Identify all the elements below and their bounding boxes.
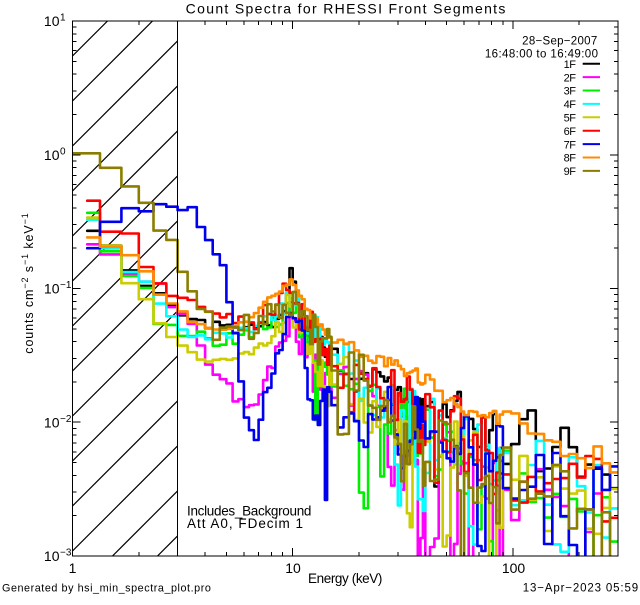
svg-text:13−Apr−2023 05:59: 13−Apr−2023 05:59 bbox=[523, 583, 639, 595]
svg-text:10: 10 bbox=[44, 13, 60, 29]
svg-text:10: 10 bbox=[44, 548, 60, 564]
svg-text:3F: 3F bbox=[564, 86, 577, 98]
svg-text:9F: 9F bbox=[564, 166, 577, 178]
svg-text:10: 10 bbox=[44, 147, 60, 163]
svg-text:10: 10 bbox=[44, 414, 60, 430]
svg-text:28−Sep−2007: 28−Sep−2007 bbox=[522, 35, 597, 47]
svg-text:1F: 1F bbox=[564, 59, 577, 71]
svg-text:Energy (keV): Energy (keV) bbox=[308, 571, 382, 586]
svg-text:−2: −2 bbox=[60, 414, 72, 425]
svg-text:4F: 4F bbox=[564, 99, 577, 111]
svg-text:−1: −1 bbox=[60, 280, 72, 291]
svg-text:1: 1 bbox=[60, 13, 66, 24]
svg-text:Generated by hsi_min_spectra_p: Generated by hsi_min_spectra_plot.pro bbox=[2, 583, 211, 595]
svg-text:5F: 5F bbox=[564, 113, 577, 125]
svg-text:0: 0 bbox=[60, 146, 66, 157]
svg-text:−3: −3 bbox=[60, 548, 72, 559]
svg-text:16:48:00 to 16:49:00: 16:48:00 to 16:49:00 bbox=[485, 48, 599, 60]
svg-text:100: 100 bbox=[502, 560, 526, 576]
svg-text:8F: 8F bbox=[564, 153, 577, 165]
svg-text:2F: 2F bbox=[564, 72, 577, 84]
svg-text:6F: 6F bbox=[564, 126, 577, 138]
svg-text:7F: 7F bbox=[564, 139, 577, 151]
svg-text:1: 1 bbox=[69, 560, 77, 576]
svg-text:Att A0, FDecim 1: Att A0, FDecim 1 bbox=[187, 516, 304, 531]
svg-text:10: 10 bbox=[285, 560, 301, 576]
svg-text:Count Spectra for RHESSI Front: Count Spectra for RHESSI Front Segments bbox=[186, 1, 507, 17]
svg-text:10: 10 bbox=[44, 281, 60, 297]
